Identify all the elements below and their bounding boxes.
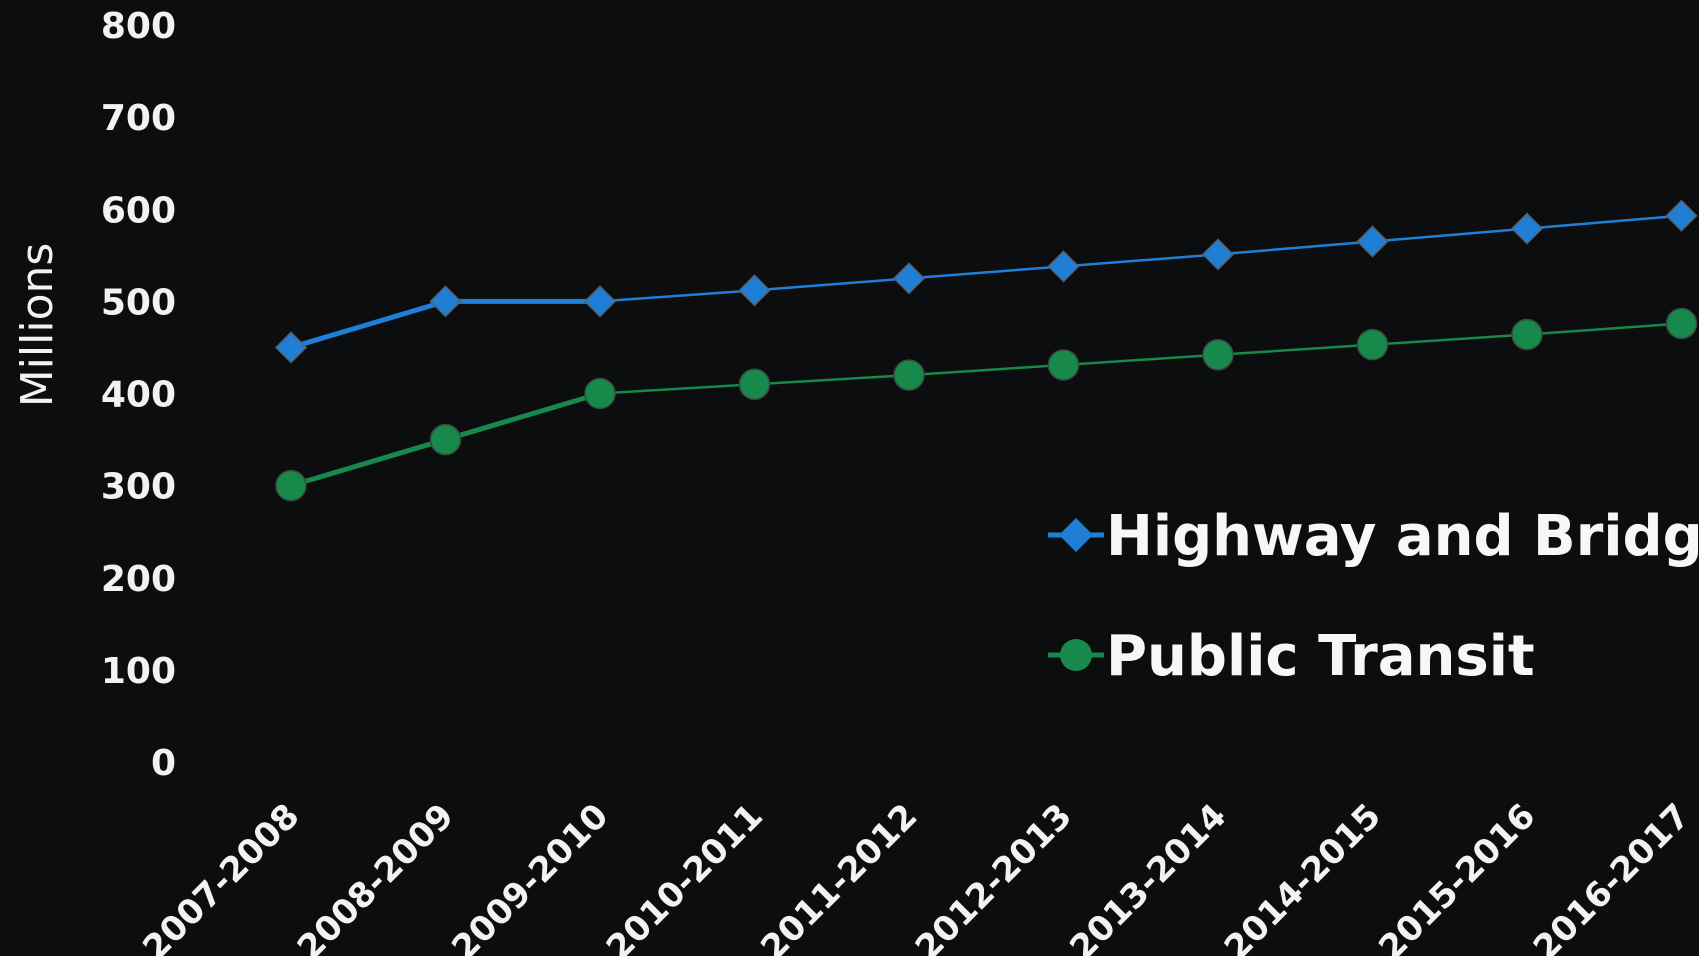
x-tick-label: 2009-2010 [444, 796, 616, 956]
y-axis: 0 100 200 300 400 500 600 700 800 [101, 6, 176, 784]
data-point-diamond [1510, 212, 1544, 245]
y-tick-label: 200 [101, 559, 176, 600]
series-line-segment [1525, 322, 1683, 336]
data-point-circle [1202, 339, 1234, 371]
legend: Highway and Bridge Public Transit [1048, 504, 1699, 689]
x-tick-label: 2014-2015 [1217, 796, 1389, 956]
data-point-circle [1047, 349, 1080, 381]
series-public-transit [275, 307, 1698, 502]
data-point-diamond [1047, 250, 1080, 283]
y-tick-label: 0 [151, 743, 176, 784]
series-line-segment [1062, 353, 1220, 367]
y-axis-label: Millions [12, 243, 63, 408]
x-tick-label: 2010-2011 [599, 796, 771, 956]
data-point-diamond [1201, 238, 1235, 271]
series-line-segment [288, 437, 448, 489]
series-line-segment [1525, 214, 1683, 230]
series-line-segment [598, 383, 756, 395]
series-line-segment [907, 363, 1065, 377]
series-line-segment [1062, 253, 1220, 268]
y-tick-label: 300 [101, 467, 176, 508]
series-line-segment [1216, 343, 1374, 357]
series-line-segment [598, 289, 756, 303]
y-tick-label: 500 [101, 282, 176, 323]
data-point-circle [584, 377, 616, 410]
legend-label: Highway and Bridge [1106, 504, 1699, 569]
series-line-segment [1371, 333, 1529, 346]
x-tick-label: 2011-2012 [753, 796, 925, 956]
legend-diamond-marker [1059, 518, 1093, 552]
y-tick-label: 700 [101, 98, 176, 139]
y-tick-label: 400 [101, 375, 176, 416]
y-tick-label: 600 [101, 190, 176, 231]
data-point-diamond [583, 285, 617, 318]
data-point-circle [738, 368, 771, 401]
y-tick-label: 800 [101, 6, 176, 47]
data-point-circle [1356, 328, 1389, 361]
data-point-diamond [1356, 225, 1389, 258]
data-point-diamond [892, 262, 926, 295]
series-line-segment [443, 391, 603, 443]
data-point-diamond [1665, 199, 1698, 232]
data-point-diamond [274, 331, 308, 364]
x-tick-label: 2012-2013 [908, 796, 1080, 956]
data-point-circle [893, 359, 925, 391]
data-point-diamond [429, 285, 462, 318]
series-line-segment [753, 277, 911, 292]
x-tick-label: 2007-2008 [135, 796, 307, 956]
series-line-segment [288, 298, 448, 350]
y-tick-label: 100 [101, 651, 176, 692]
series-line-segment [1371, 227, 1529, 243]
series-line-segment [1216, 240, 1374, 256]
data-point-circle [1511, 318, 1543, 351]
data-point-circle [275, 469, 307, 502]
x-tick-label: 2013-2014 [1062, 796, 1234, 956]
legend-item: Highway and Bridge [1048, 504, 1699, 569]
data-point-circle [429, 423, 462, 456]
series-layer [274, 199, 1698, 502]
x-axis: 2007-20082008-20092009-20102010-20112011… [135, 796, 1698, 956]
x-tick-label: 2015-2016 [1371, 796, 1543, 956]
data-point-diamond [738, 274, 771, 307]
series-highway-and-bridge [274, 199, 1698, 364]
legend-item: Public Transit [1048, 624, 1535, 689]
legend-circle-marker [1060, 639, 1092, 671]
series-line-segment [753, 373, 911, 386]
data-point-circle [1665, 307, 1698, 340]
x-tick-label: 2008-2009 [290, 796, 462, 956]
legend-label: Public Transit [1106, 624, 1535, 689]
series-line-segment [907, 265, 1065, 280]
x-tick-label: 2016-2017 [1526, 796, 1698, 956]
